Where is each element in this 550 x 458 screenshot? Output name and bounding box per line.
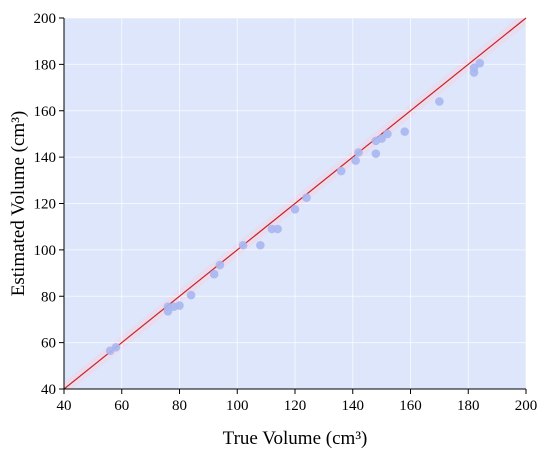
y-tick-label: 180	[34, 57, 57, 73]
data-point	[336, 166, 346, 176]
y-axis-title: Estimated Volume (cm³)	[8, 111, 29, 296]
data-point	[186, 290, 196, 300]
data-point	[256, 240, 265, 250]
data-point	[377, 134, 386, 143]
data-point	[351, 156, 360, 165]
data-point	[383, 129, 392, 139]
data-point	[290, 204, 300, 214]
data-point	[209, 269, 219, 279]
data-point	[371, 149, 381, 158]
x-tick-label: 200	[515, 398, 538, 414]
y-tick-label: 40	[41, 382, 56, 398]
y-tick-label: 200	[34, 11, 57, 27]
y-tick-label: 80	[41, 289, 56, 305]
x-axis-ticks: 40 60 80 100 120 140 160 180 200	[57, 388, 538, 414]
x-tick-label: 60	[114, 398, 129, 414]
identity-line	[63, 17, 527, 390]
data-point	[475, 58, 485, 68]
y-tick-label: 120	[34, 197, 57, 213]
data-point	[354, 148, 363, 157]
data-points	[105, 58, 485, 356]
data-point	[273, 224, 282, 234]
y-axis-ticks: 40 60 80 100 120 140 160 180 200	[34, 11, 65, 398]
x-tick-label: 120	[284, 398, 307, 414]
x-axis-title: True Volume (cm³)	[223, 428, 368, 449]
data-point	[435, 97, 444, 106]
x-tick-label: 100	[226, 398, 249, 414]
x-tick-label: 160	[399, 398, 422, 414]
x-tick-label: 140	[342, 398, 365, 414]
y-tick-label: 140	[34, 150, 57, 166]
data-point	[215, 260, 225, 270]
x-tick-label: 80	[172, 398, 187, 414]
data-point	[175, 301, 184, 310]
data-point	[469, 63, 479, 73]
data-point	[111, 342, 121, 352]
data-point	[238, 240, 248, 250]
x-tick-label: 40	[57, 398, 72, 414]
y-tick-label: 100	[34, 243, 57, 259]
data-point	[400, 127, 410, 136]
y-tick-label: 160	[34, 104, 57, 120]
data-point	[302, 193, 311, 203]
x-tick-label: 180	[457, 398, 480, 414]
y-tick-label: 60	[41, 336, 56, 352]
